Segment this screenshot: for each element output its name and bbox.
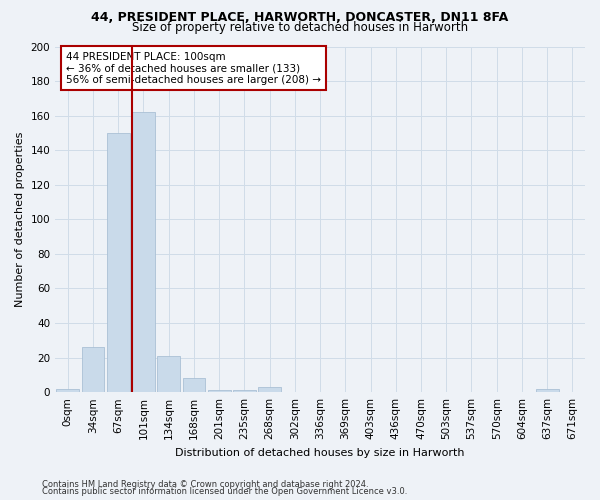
Bar	[536, 388, 559, 392]
X-axis label: Distribution of detached houses by size in Harworth: Distribution of detached houses by size …	[175, 448, 465, 458]
Bar	[56, 388, 79, 392]
Y-axis label: Number of detached properties: Number of detached properties	[15, 132, 25, 307]
Text: 44 PRESIDENT PLACE: 100sqm
← 36% of detached houses are smaller (133)
56% of sem: 44 PRESIDENT PLACE: 100sqm ← 36% of deta…	[66, 52, 321, 85]
Bar	[258, 387, 281, 392]
Bar	[82, 347, 104, 392]
Text: Size of property relative to detached houses in Harworth: Size of property relative to detached ho…	[132, 21, 468, 34]
Bar	[182, 378, 205, 392]
Bar	[208, 390, 230, 392]
Text: 44, PRESIDENT PLACE, HARWORTH, DONCASTER, DN11 8FA: 44, PRESIDENT PLACE, HARWORTH, DONCASTER…	[91, 11, 509, 24]
Bar	[157, 356, 180, 392]
Bar	[233, 390, 256, 392]
Text: Contains HM Land Registry data © Crown copyright and database right 2024.: Contains HM Land Registry data © Crown c…	[42, 480, 368, 489]
Bar	[107, 133, 130, 392]
Bar	[132, 112, 155, 392]
Text: Contains public sector information licensed under the Open Government Licence v3: Contains public sector information licen…	[42, 488, 407, 496]
